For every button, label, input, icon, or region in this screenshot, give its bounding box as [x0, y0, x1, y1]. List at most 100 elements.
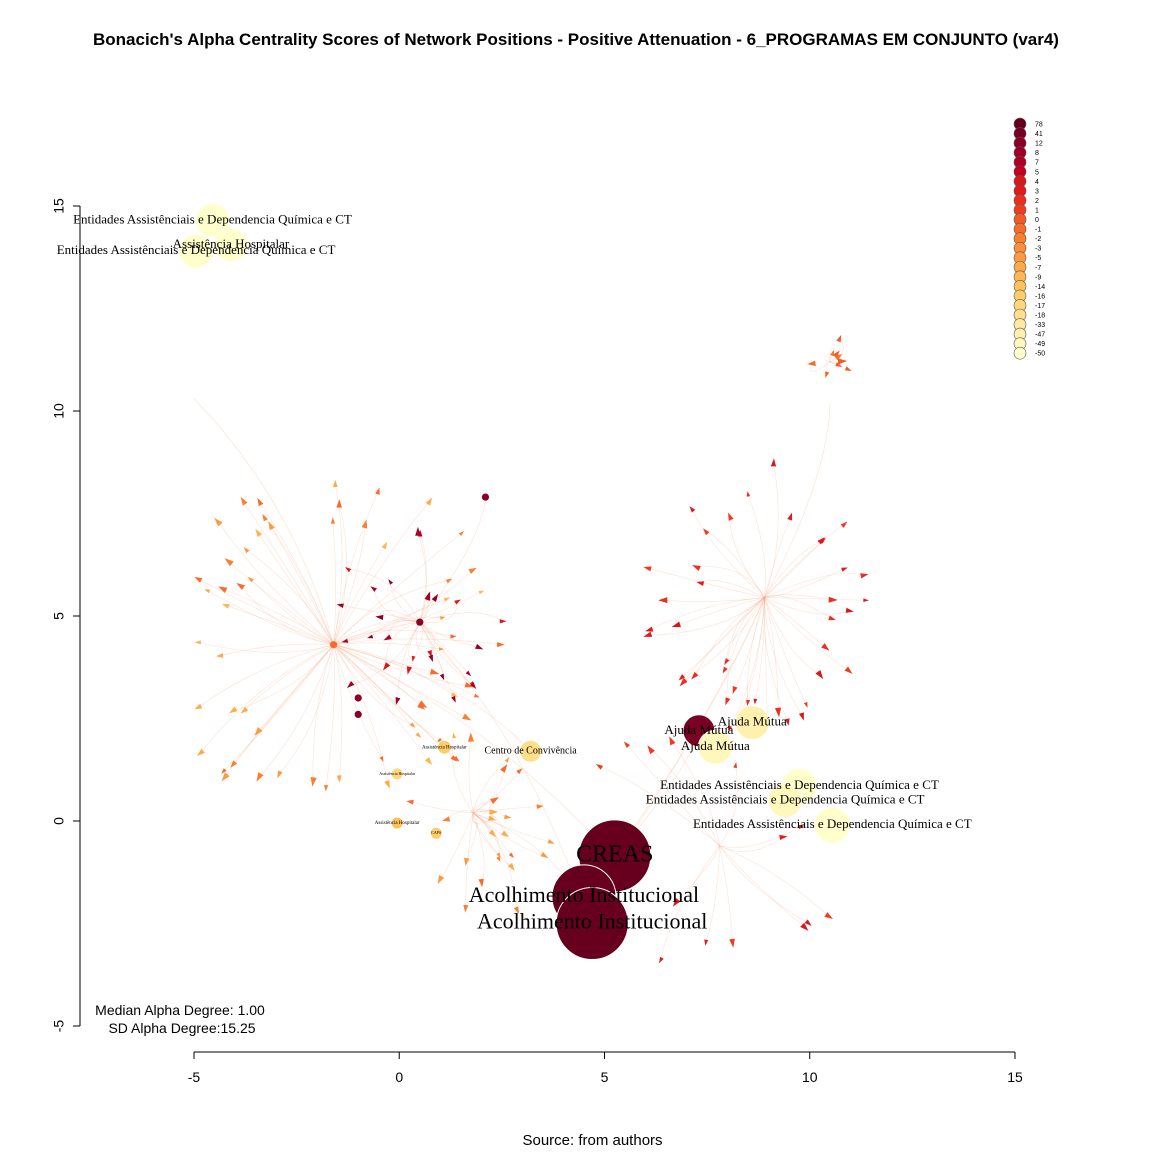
- network-edge: [259, 501, 334, 645]
- source-note: Source: from authors: [522, 1132, 663, 1149]
- network-edge: [312, 644, 334, 782]
- network-edge: [333, 644, 343, 779]
- network-node: [860, 573, 869, 579]
- network-edge: [649, 597, 765, 631]
- network-edge: [693, 597, 765, 677]
- network-node: [409, 722, 416, 728]
- network-node: [643, 631, 653, 637]
- network-edge: [333, 617, 443, 645]
- network-edge: [347, 568, 421, 623]
- network-node: [504, 756, 510, 763]
- network-node: [659, 956, 664, 964]
- network-edge: [660, 845, 720, 961]
- network-node: [643, 566, 652, 572]
- network-edge: [419, 621, 480, 649]
- network-edge: [243, 644, 334, 712]
- network-edge: [232, 644, 334, 712]
- network-node: [445, 578, 453, 584]
- node-label-layer: CREAS Acolhimento InstitucionalAcolhiment…: [57, 211, 972, 933]
- network-edge: [764, 573, 865, 598]
- network-edge: [217, 521, 334, 645]
- chart-title: Bonacich's Alpha Centrality Scores of Ne…: [93, 30, 1059, 49]
- network-node: [450, 634, 457, 639]
- network-node: [672, 897, 681, 907]
- network-node: [443, 597, 451, 602]
- network-edge: [472, 812, 500, 856]
- network-node: [336, 499, 342, 508]
- network-edge: [206, 590, 334, 646]
- network-node: [462, 713, 472, 721]
- network-node: [451, 695, 456, 703]
- network-edge: [810, 361, 831, 372]
- network-node: [779, 834, 788, 841]
- network-edge: [333, 638, 501, 646]
- node-label: Entidades Assistênciais e Dependencia Qu…: [660, 777, 939, 792]
- network-node: [240, 706, 249, 714]
- y-tick-label: 15: [51, 198, 67, 214]
- network-edge: [682, 597, 765, 684]
- network-edge: [333, 644, 430, 762]
- network-edge: [333, 644, 469, 687]
- network-node: [658, 597, 668, 604]
- hub-node: [416, 618, 424, 626]
- network-edge: [219, 643, 334, 657]
- network-node: [837, 358, 848, 365]
- labeled-node: [390, 767, 404, 781]
- network-edge: [724, 597, 765, 671]
- network-edge: [242, 500, 334, 645]
- network-node: [441, 816, 451, 822]
- edge-layer: [193, 338, 866, 961]
- network-node: [450, 692, 459, 697]
- node-label: Ajuda Mútua: [718, 714, 787, 729]
- network-node: [439, 616, 446, 620]
- network-edge: [719, 826, 802, 848]
- legend-label: 5: [1035, 169, 1039, 176]
- network-node: [770, 458, 777, 467]
- network-edge: [419, 621, 435, 654]
- network-edge: [725, 597, 765, 662]
- network-node: [692, 565, 701, 571]
- network-edge: [333, 642, 442, 650]
- network-edge: [333, 629, 454, 646]
- network-edge: [728, 597, 765, 730]
- network-edge: [764, 516, 792, 598]
- network-node: [821, 643, 830, 651]
- network-edge: [333, 591, 482, 646]
- node-label: Entidades Assistênciais e Dependencia Qu…: [693, 816, 972, 831]
- network-node: [824, 912, 833, 920]
- network-node: [863, 598, 869, 603]
- labeled-node: [194, 202, 230, 238]
- network-edge: [472, 812, 545, 857]
- network-node: [367, 634, 374, 639]
- network-edge: [245, 549, 334, 645]
- network-edge: [344, 621, 420, 642]
- network-edge: [471, 799, 496, 814]
- network-edge: [332, 520, 336, 645]
- legend-label: -2: [1035, 236, 1041, 243]
- network-node: [732, 686, 738, 695]
- legend-label: 0: [1035, 217, 1039, 224]
- network-node: [330, 517, 336, 524]
- network-node: [417, 702, 426, 710]
- network-edge: [764, 597, 768, 721]
- network-edge: [240, 585, 334, 646]
- network-node: [727, 725, 733, 733]
- network-edge: [747, 597, 765, 703]
- network-edge: [764, 597, 850, 615]
- network-edge: [451, 735, 474, 814]
- network-node: [500, 764, 508, 773]
- network-edge: [675, 845, 720, 904]
- network-node: [215, 653, 224, 658]
- network-node: [798, 824, 805, 830]
- network-node: [236, 583, 245, 590]
- network-node: [424, 591, 431, 601]
- network-edge: [419, 612, 503, 623]
- network-node: [458, 530, 465, 536]
- network-node: [384, 779, 390, 789]
- network-node: [746, 491, 751, 497]
- hub-node: [329, 641, 338, 649]
- network-edge: [350, 621, 421, 686]
- network-edge: [764, 594, 833, 601]
- network-node: [196, 748, 205, 756]
- network-node: [798, 712, 804, 721]
